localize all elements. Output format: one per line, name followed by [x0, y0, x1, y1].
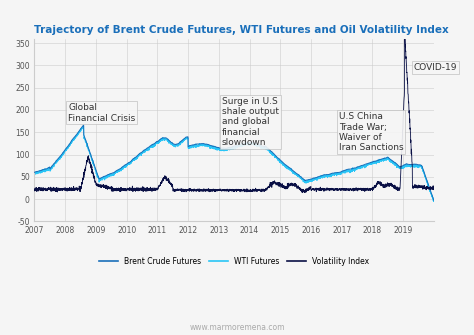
Text: www.marmoremena.com: www.marmoremena.com [189, 323, 285, 332]
Text: Trajectory of Brent Crude Futures, WTI Futures and Oil Volatility Index: Trajectory of Brent Crude Futures, WTI F… [35, 25, 449, 35]
Text: Global
Financial Crisis: Global Financial Crisis [68, 103, 136, 123]
Text: U.S China
Trade War;
Waiver of
Iran Sanctions: U.S China Trade War; Waiver of Iran Sanc… [338, 112, 403, 152]
Legend: Brent Crude Futures, WTI Futures, Volatility Index: Brent Crude Futures, WTI Futures, Volati… [96, 254, 373, 269]
Text: COVID-19: COVID-19 [414, 63, 457, 72]
Text: Surge in U.S
shale output
and global
financial
slowdown: Surge in U.S shale output and global fin… [222, 96, 279, 147]
